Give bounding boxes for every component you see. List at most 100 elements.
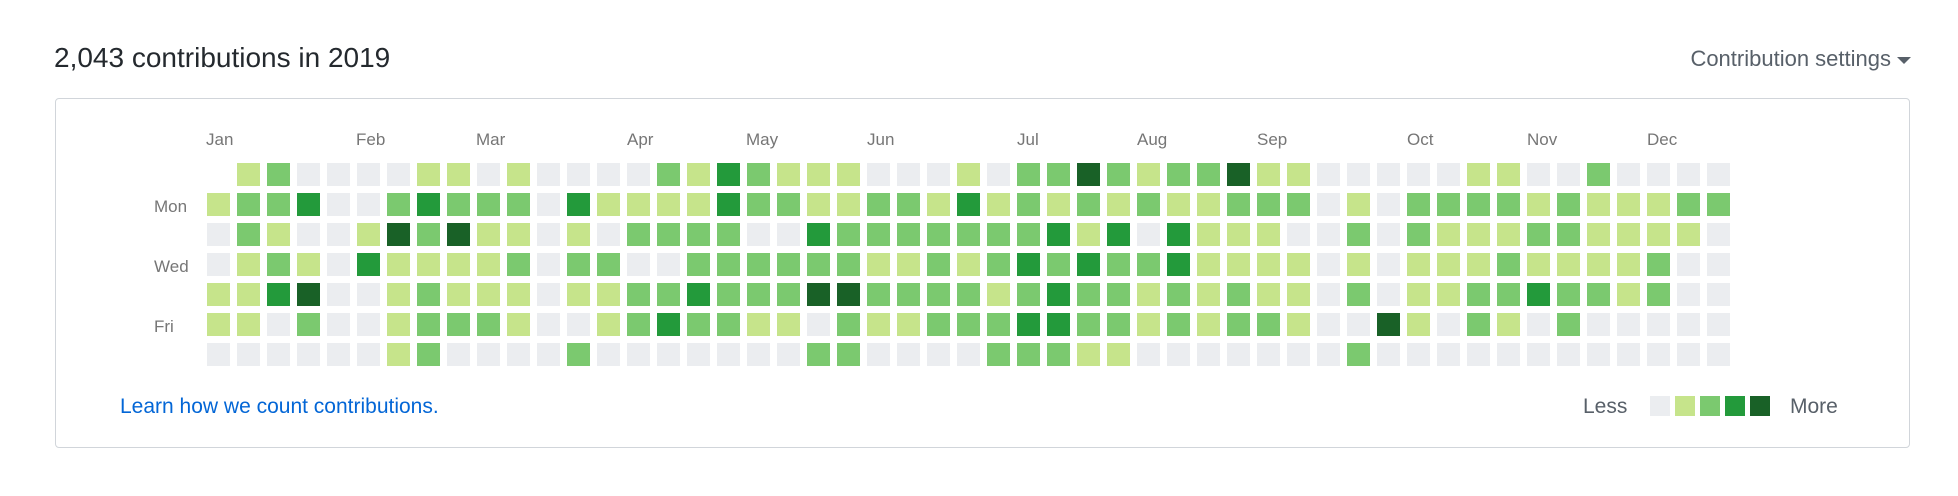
contribution-day[interactable] [237,253,260,276]
contribution-day[interactable] [1377,223,1400,246]
contribution-day[interactable] [297,193,320,216]
contribution-day[interactable] [747,313,770,336]
contribution-day[interactable] [1707,253,1730,276]
contribution-day[interactable] [267,343,290,366]
contribution-day[interactable] [1137,163,1160,186]
contribution-day[interactable] [537,283,560,306]
contribution-day[interactable] [477,283,500,306]
contribution-day[interactable] [1647,193,1670,216]
contribution-day[interactable] [1017,163,1040,186]
contribution-day[interactable] [897,283,920,306]
contribution-day[interactable] [1497,343,1520,366]
contribution-day[interactable] [1527,193,1550,216]
contribution-day[interactable] [657,283,680,306]
contribution-day[interactable] [777,313,800,336]
contribution-day[interactable] [1077,193,1100,216]
contribution-day[interactable] [987,253,1010,276]
contribution-day[interactable] [1227,283,1250,306]
contribution-day[interactable] [807,193,830,216]
contribution-day[interactable] [297,223,320,246]
contribution-day[interactable] [1017,193,1040,216]
contribution-day[interactable] [1017,223,1040,246]
contribution-day[interactable] [627,313,650,336]
contribution-day[interactable] [267,193,290,216]
contribution-day[interactable] [297,283,320,306]
contribution-day[interactable] [927,283,950,306]
contribution-day[interactable] [1467,163,1490,186]
contribution-day[interactable] [627,343,650,366]
contribution-day[interactable] [717,223,740,246]
contribution-day[interactable] [627,253,650,276]
contribution-day[interactable] [1047,193,1070,216]
contribution-day[interactable] [807,313,830,336]
contribution-day[interactable] [777,253,800,276]
contribution-day[interactable] [1317,283,1340,306]
contribution-day[interactable] [1287,283,1310,306]
contribution-day[interactable] [957,223,980,246]
contribution-day[interactable] [1527,163,1550,186]
contribution-day[interactable] [1077,283,1100,306]
contribution-day[interactable] [987,163,1010,186]
contribution-day[interactable] [1107,163,1130,186]
contribution-day[interactable] [1707,193,1730,216]
contribution-day[interactable] [957,253,980,276]
contribution-day[interactable] [387,193,410,216]
contribution-day[interactable] [1347,343,1370,366]
contribution-day[interactable] [1617,223,1640,246]
contribution-day[interactable] [717,313,740,336]
contribution-day[interactable] [537,223,560,246]
contribution-day[interactable] [237,283,260,306]
contribution-day[interactable] [417,163,440,186]
contribution-day[interactable] [657,313,680,336]
contribution-day[interactable] [1197,223,1220,246]
contribution-day[interactable] [387,253,410,276]
contribution-day[interactable] [927,253,950,276]
contribution-day[interactable] [1347,163,1370,186]
contribution-day[interactable] [867,223,890,246]
contribution-day[interactable] [867,283,890,306]
contribution-day[interactable] [1707,343,1730,366]
contribution-day[interactable] [1317,193,1340,216]
contribution-day[interactable] [867,193,890,216]
contribution-day[interactable] [1317,163,1340,186]
contribution-day[interactable] [1077,253,1100,276]
contribution-day[interactable] [1467,343,1490,366]
contribution-day[interactable] [1617,193,1640,216]
contribution-day[interactable] [507,283,530,306]
contribution-day[interactable] [1017,253,1040,276]
contribution-day[interactable] [387,313,410,336]
contribution-day[interactable] [1197,253,1220,276]
contribution-day[interactable] [507,313,530,336]
contribution-day[interactable] [957,343,980,366]
contribution-day[interactable] [417,253,440,276]
contribution-day[interactable] [867,343,890,366]
contribution-day[interactable] [327,313,350,336]
contribution-day[interactable] [1137,313,1160,336]
contribution-day[interactable] [1047,343,1070,366]
contribution-day[interactable] [657,223,680,246]
contribution-day[interactable] [717,283,740,306]
contribution-day[interactable] [597,283,620,306]
contribution-day[interactable] [1167,223,1190,246]
contribution-day[interactable] [1407,253,1430,276]
contribution-day[interactable] [1707,283,1730,306]
contribution-day[interactable] [1137,253,1160,276]
contribution-day[interactable] [477,313,500,336]
contribution-day[interactable] [1197,193,1220,216]
contribution-day[interactable] [1317,313,1340,336]
contribution-day[interactable] [1617,283,1640,306]
contribution-day[interactable] [417,193,440,216]
contribution-day[interactable] [507,343,530,366]
contribution-day[interactable] [1557,223,1580,246]
contribution-day[interactable] [717,163,740,186]
contribution-day[interactable] [747,223,770,246]
contribution-day[interactable] [1317,253,1340,276]
contribution-day[interactable] [837,223,860,246]
contribution-day[interactable] [1677,223,1700,246]
contribution-day[interactable] [507,163,530,186]
contribution-day[interactable] [1047,253,1070,276]
contribution-day[interactable] [1347,283,1370,306]
contribution-day[interactable] [987,283,1010,306]
contribution-day[interactable] [657,193,680,216]
contribution-day[interactable] [1077,223,1100,246]
